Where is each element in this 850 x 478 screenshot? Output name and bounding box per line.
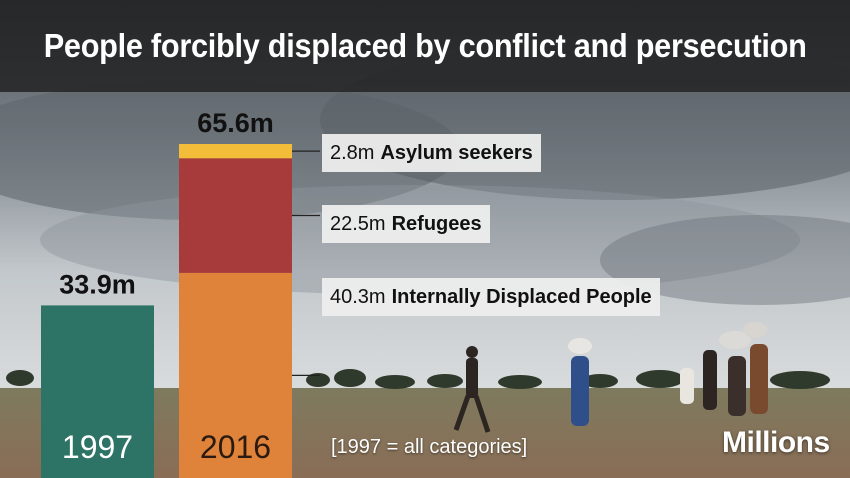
asylum-category-label: Asylum seekers xyxy=(380,141,533,164)
title-bar: People forcibly displaced by conflict an… xyxy=(0,0,850,92)
bar-2016-segment-internally-displaced-people xyxy=(179,272,292,478)
refugees-value-label: 22.5m xyxy=(330,212,386,235)
chart-title: People forcibly displaced by conflict an… xyxy=(43,27,807,64)
category-label-2016: 2016 xyxy=(200,429,271,465)
bar-1997-segment-all-categories xyxy=(41,305,154,478)
footnote: [1997 = all categories] xyxy=(331,436,528,458)
tree-line xyxy=(6,369,830,389)
bar-2016-segment-refugees xyxy=(179,158,292,273)
bar-2016-segment-asylum-seekers xyxy=(179,144,292,159)
callout-refugees: 22.5m Refugees xyxy=(322,205,490,243)
refugees-category-label: Refugees xyxy=(391,212,482,235)
callout-asylum: 2.8m Asylum seekers xyxy=(322,134,541,172)
category-label-1997: 1997 xyxy=(62,429,133,465)
total-label-1997: 33.9m xyxy=(59,269,136,299)
asylum-value-label: 2.8m xyxy=(330,141,375,164)
unit-label: Millions xyxy=(722,426,830,459)
total-label-2016: 65.6m xyxy=(197,108,274,138)
idp-category-label: Internally Displaced People xyxy=(391,285,652,308)
idp-value-label: 40.3m xyxy=(330,285,386,308)
callout-idp: 40.3m Internally Displaced People xyxy=(322,278,660,316)
walking-people xyxy=(453,322,768,433)
